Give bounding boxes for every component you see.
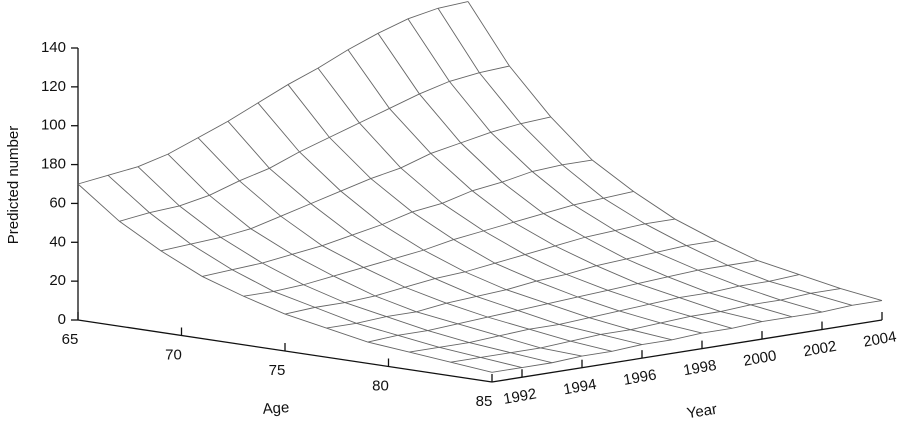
z-tick-label: 60 xyxy=(49,194,66,211)
x-tick-label: 80 xyxy=(372,377,389,394)
surface-line xyxy=(407,18,823,313)
surface-line xyxy=(367,260,758,343)
surface-line xyxy=(284,218,676,315)
surface-line xyxy=(160,116,551,252)
surface-line xyxy=(197,137,613,352)
surface-line xyxy=(467,1,883,302)
z-tick-label: 100 xyxy=(41,117,66,134)
surface-line xyxy=(77,1,469,185)
x-tick-label: 75 xyxy=(269,362,286,379)
surface-line xyxy=(317,67,733,329)
surface-line xyxy=(450,288,841,363)
x-tick-label: 65 xyxy=(62,331,79,348)
y-tick-label: 2000 xyxy=(742,347,778,370)
surface-line xyxy=(257,102,673,341)
y-tick-label: 1992 xyxy=(502,385,538,408)
surface-line xyxy=(167,153,583,357)
surface-line xyxy=(409,274,800,353)
z-tick-label: 0 xyxy=(58,311,66,328)
z-tick-label: 120 xyxy=(41,78,66,95)
y-tick-label: 2004 xyxy=(862,328,898,351)
surface-line xyxy=(326,240,717,329)
surface-line xyxy=(437,8,853,306)
z-axis-title: Predicted number xyxy=(5,126,22,244)
surface-line xyxy=(107,175,523,368)
surface-line xyxy=(377,33,793,318)
x-tick-label: 70 xyxy=(165,346,182,363)
y-axis xyxy=(491,319,883,383)
x-axis-title: Age xyxy=(262,399,290,418)
y-tick-label: 2002 xyxy=(802,338,838,361)
x-tick-label: 85 xyxy=(476,393,493,410)
surface-line xyxy=(202,159,593,277)
surface-line xyxy=(347,49,763,323)
y-tick-label: 1994 xyxy=(562,376,598,399)
y-tick-label: 1996 xyxy=(622,366,658,389)
surface-line xyxy=(119,65,510,222)
surface-line xyxy=(243,191,634,297)
surface-line xyxy=(227,120,643,345)
y-axis-title: Year xyxy=(686,401,719,423)
y-tick-label: 1998 xyxy=(682,357,718,380)
z-tick-label: 140 xyxy=(41,39,66,56)
z-tick-label: 20 xyxy=(49,272,66,289)
z-tick-label: 180 xyxy=(41,156,66,173)
surface-line xyxy=(287,84,703,334)
surface-line xyxy=(491,300,883,373)
z-tick-label: 40 xyxy=(49,233,66,250)
